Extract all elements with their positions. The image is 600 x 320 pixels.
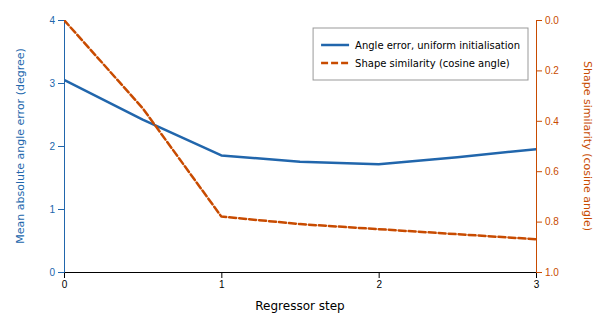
x-axis: 0 1 2 3	[62, 272, 540, 290]
legend-label: Shape similarity (cosine angle)	[355, 58, 510, 69]
tick-mark	[58, 209, 64, 210]
tick: 0.8	[536, 216, 559, 227]
tick: 0.0	[536, 15, 559, 26]
tick-label: 0.4	[545, 116, 559, 127]
x-axis-title: Regressor step	[255, 299, 344, 313]
tick-label: 3	[534, 279, 540, 290]
tick: 0.4	[536, 116, 559, 127]
tick-label: 0	[49, 267, 55, 278]
legend-label: Angle error, uniform initialisation	[355, 40, 520, 51]
tick-mark	[58, 146, 64, 147]
tick-mark	[58, 83, 64, 84]
tick-mark	[221, 272, 222, 278]
legend-swatch	[321, 62, 349, 65]
tick-mark	[536, 272, 542, 273]
tick: 3	[534, 272, 540, 290]
tick: 0	[49, 267, 64, 278]
tick: 0.6	[536, 166, 559, 177]
axis-line	[58, 21, 65, 273]
tick-mark	[536, 171, 542, 172]
line	[64, 80, 536, 164]
tick-label: 3	[49, 78, 55, 89]
y-axis-title: Mean absolute angle error (degree)	[14, 48, 27, 244]
tick-label: 0.0	[545, 15, 559, 26]
axis-line	[65, 273, 537, 279]
tick-label: 0.2	[545, 65, 559, 76]
tick: 1	[219, 272, 225, 290]
tick-label: 0.8	[545, 216, 559, 227]
tick-mark	[536, 70, 542, 71]
tick-mark	[536, 222, 542, 223]
tick-label: 1	[219, 279, 225, 290]
line	[64, 20, 536, 239]
tick-label: 0	[62, 279, 68, 290]
tick: 1	[49, 204, 64, 215]
axis-line	[537, 21, 543, 273]
tick-label: 1	[49, 204, 55, 215]
tick: 0	[62, 272, 68, 290]
tick: 3	[49, 78, 64, 89]
legend-swatch	[321, 44, 349, 47]
y-axis: 0 1 2 3 4	[49, 15, 64, 278]
tick-label: 2	[376, 279, 382, 290]
tick: 0.2	[536, 65, 559, 76]
tick-label: 4	[49, 15, 55, 26]
tick: 2	[49, 141, 64, 152]
legend-frame	[313, 28, 528, 80]
tick-label: 0.6	[545, 166, 559, 177]
legend: Angle error, uniform initialisation Shape…	[313, 28, 528, 80]
y2-axis: 0.0 0.2 0.4 0.6 0.8 1.0	[536, 15, 559, 278]
tick-label: 2	[49, 141, 55, 152]
y2-axis-title: Shape similarity (cosine angle)	[581, 61, 594, 231]
tick-mark	[58, 272, 64, 273]
tick-mark	[536, 20, 542, 21]
chart: 0 1 2 3 0 1 2 3 4 0.0 0.2 0.4 0.6 0.8 1.0 Regressor ste…	[0, 0, 600, 320]
tick-mark	[58, 20, 64, 21]
tick-label: 1.0	[545, 267, 559, 278]
tick: 2	[376, 272, 382, 290]
tick: 4	[49, 15, 64, 26]
tick-mark	[536, 121, 542, 122]
marks	[64, 20, 536, 239]
tick-mark	[379, 272, 380, 278]
tick: 1.0	[536, 267, 559, 278]
plot: 0 1 2 3 0 1 2 3 4 0.0 0.2 0.4 0.6 0.8 1.0 Regressor ste…	[14, 15, 594, 313]
